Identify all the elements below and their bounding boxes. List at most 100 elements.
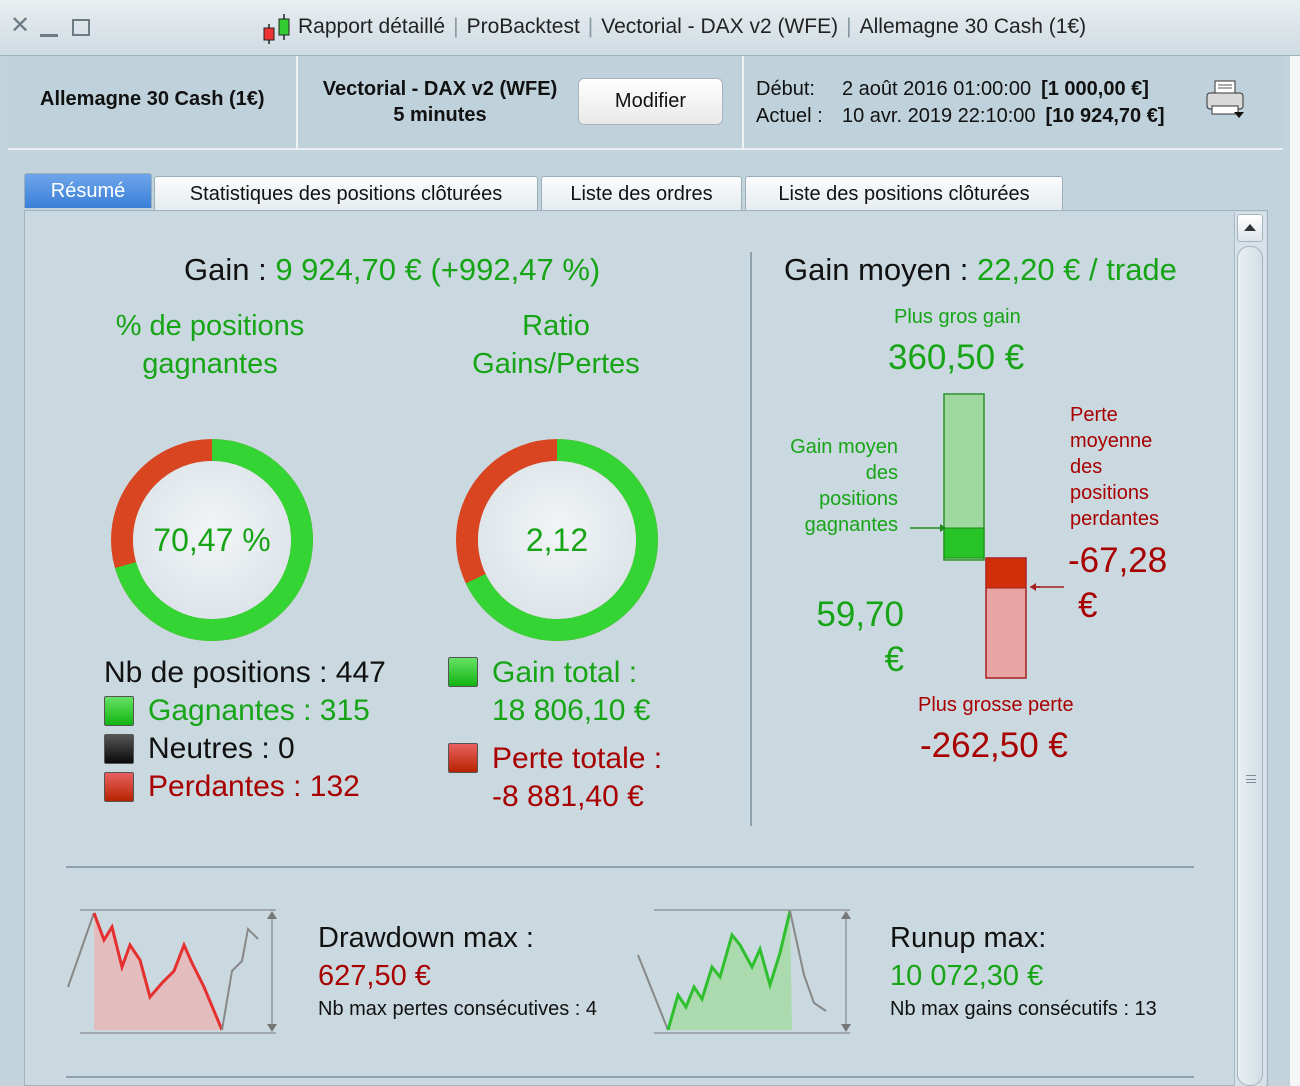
scroll-up-button[interactable] [1237,214,1263,242]
strategy-name: Vectorial - DAX v2 (WFE) [322,78,558,100]
total-gain-swatch [448,657,478,687]
total-loss-swatch [448,743,478,773]
total-loss-label: Perte totale : [492,742,663,775]
start-label: Début: [756,78,815,100]
losers-count: Perdantes : 132 [148,770,360,803]
avg-loss-bar [985,557,1027,589]
avg-loss-label-line: positions [1070,482,1149,504]
close-icon[interactable]: ✕ [10,12,31,39]
title-part-app: ProBacktest [466,15,580,38]
neutral-count: Neutres : 0 [148,732,295,765]
ratio-title: Ratio Gains/Pertes [472,310,640,380]
ratio-value: 2,12 [525,522,589,558]
title-part-report: Rapport détaillé [298,15,446,38]
gain-value: 9 924,70 € (+992,47 %) [275,252,601,287]
win-pct-title: % de positions gagnantes [115,310,305,380]
avg-win-label-line: gagnantes [804,514,898,536]
modify-button[interactable]: Modifier [578,78,723,125]
printer-icon[interactable] [1204,78,1248,122]
biggest-gain-value: 360,50 € [888,338,1025,377]
winners-swatch [104,696,134,726]
ratio-donut [456,439,658,641]
nb-positions: Nb de positions : 447 [104,656,386,689]
avg-gain-value: 22,20 € / trade [976,252,1177,287]
avg-loss-value-number: -67,28 [1068,541,1168,580]
runup-title: Runup max: [890,922,1047,954]
strategy-info: Vectorial - DAX v2 (WFE) 5 minutes [308,76,572,128]
minimize-icon[interactable] [40,34,58,37]
avg-loss-label-line: Perte [1070,404,1118,426]
gain-label: Gain : [184,252,276,287]
scroll-thumb[interactable] [1237,246,1263,1086]
tab-order-list[interactable]: Liste des ordres [541,176,742,211]
avg-win-bar [943,527,985,559]
tab-closed-positions-list[interactable]: Liste des positions clôturées [745,176,1063,211]
donut-center [478,461,636,619]
avg-loss-pointer-ext [1030,586,1064,588]
window-title: Rapport détaillé | ProBacktest | Vectorial -… [298,15,1087,38]
avg-win-arrow [940,524,946,532]
runup-value: 10 072,30 € [890,960,1044,992]
avg-win-label-line: des [865,462,898,484]
current-label: Actuel : [756,105,823,127]
average-gain-heading: Gain moyen : 22,20 € / trade [784,252,1177,288]
gain-arc [456,439,658,641]
title-part-instrument: Allemagne 30 Cash (1€) [859,15,1087,38]
biggest-loss-label: Plus grosse perte [918,694,1074,716]
current-date: 10 avr. 2019 22:10:00 [842,105,1036,127]
report-header: Allemagne 30 Cash (1€) Vectorial - DAX v… [8,56,1283,150]
current-capital: [10 924,70 €] [1045,105,1165,127]
tab-summary[interactable]: Résumé [24,173,152,208]
avg-loss-label: Perte moyenne des positions perdantes [1070,402,1159,532]
avg-win-value: 59,70 € [780,592,904,682]
total-gain-label: Gain total : [492,656,638,689]
gain-loss-bar-chart [910,393,1040,679]
header-divider [296,56,298,150]
maximize-icon[interactable] [72,19,90,36]
avg-loss-value-unit: € [1078,586,1098,625]
neutral-swatch [104,734,134,764]
section-divider [750,252,752,826]
start-date: 2 août 2016 01:00:00 [842,78,1032,100]
total-loss-value: -8 881,40 € [492,780,644,813]
tab-closed-position-stats[interactable]: Statistiques des positions clôturées [154,176,538,211]
win-arc [111,439,313,641]
winners-count: Gagnantes : 315 [148,694,370,727]
losers-swatch [104,772,134,802]
donut-center [133,461,291,619]
candlestick-icon [263,14,290,44]
vertical-scrollbar[interactable] [1234,212,1266,1086]
strategy-timeframe: 5 minutes [393,104,487,126]
avg-win-value-number: 59,70 [816,595,904,634]
avg-loss-label-line: des [1070,456,1103,478]
backtest-dates: Début: 2 août 2016 01:00:00 [1 000,00 €] A… [756,76,1164,130]
biggest-loss-value: -262,50 € [920,726,1068,765]
background-window-edge [1290,56,1300,1086]
avg-gain-label: Gain moyen : [784,252,977,287]
section-divider [66,866,1194,868]
max-consecutive-gains: Nb max gains consécutifs : 13 [890,998,1157,1020]
instrument-name: Allemagne 30 Cash (1€) [40,88,265,110]
drawdown-value: 627,50 € [318,960,431,992]
runup-illustration [637,909,851,1034]
biggest-gain-label: Plus gros gain [894,306,1021,328]
avg-loss-value: -67,28 € [1068,538,1167,628]
max-consecutive-losses: Nb max pertes consécutives : 4 [318,998,598,1020]
avg-win-label: Gain moyen des positions gagnantes [762,434,898,538]
title-part-strategy: Vectorial - DAX v2 (WFE) [601,15,839,38]
win-pct-value: 70,47 % [153,522,271,558]
win-pct-donut [111,439,313,641]
avg-loss-label-line: moyenne [1070,430,1153,452]
total-gain-heading: Gain : 9 924,70 € (+992,47 %) [184,252,600,288]
avg-win-label-line: Gain moyen [790,436,898,458]
avg-loss-label-line: perdantes [1070,508,1159,530]
avg-win-label-line: positions [819,488,898,510]
header-divider [742,56,744,150]
drawdown-illustration [67,909,277,1034]
drawdown-title: Drawdown max : [318,922,534,954]
title-bar: ✕ Rapport détaillé | ProBacktest | Vectorial… [0,0,1300,56]
section-divider [66,1076,1194,1078]
summary-panel [24,210,1268,1086]
avg-win-value-unit: € [884,640,904,679]
total-gain-value: 18 806,10 € [492,694,651,727]
